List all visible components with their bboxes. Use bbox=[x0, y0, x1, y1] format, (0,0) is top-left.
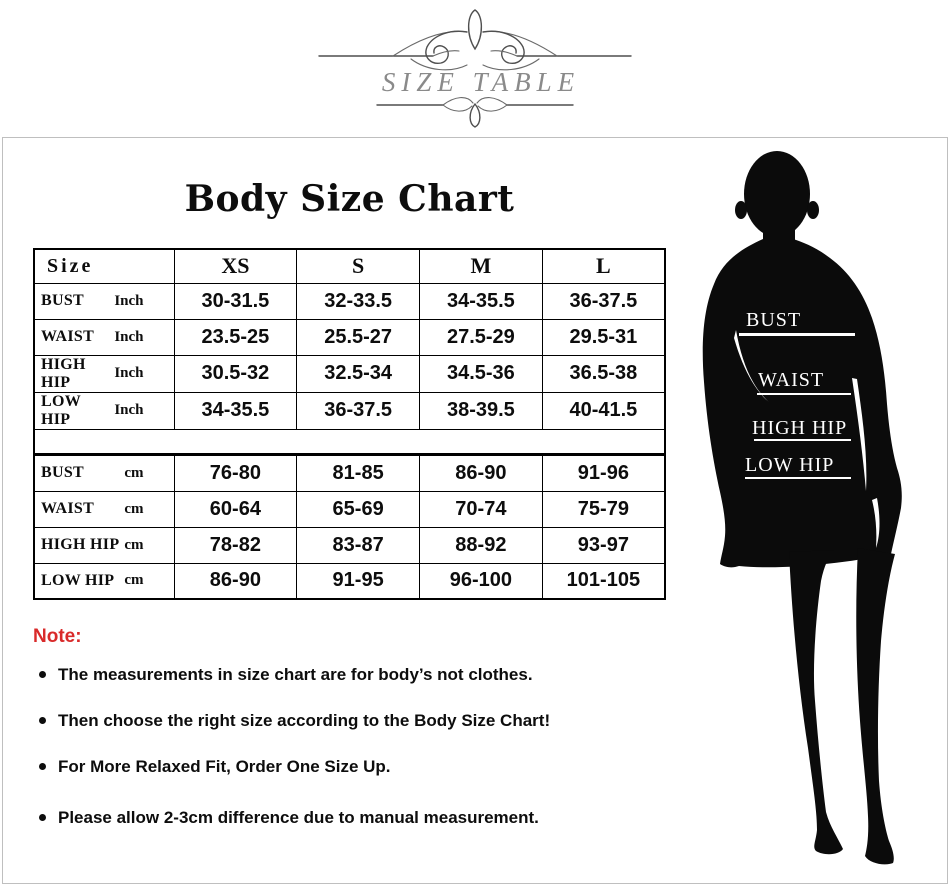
note-text: Then choose the right size according to … bbox=[58, 711, 551, 730]
table-spacer-row bbox=[34, 428, 665, 455]
bust-measure-line bbox=[739, 333, 855, 336]
value-cell: 65-69 bbox=[296, 490, 420, 528]
value-cell: 34.5-36 bbox=[419, 354, 543, 393]
row-unit: Inch bbox=[114, 292, 144, 309]
row-label: BUST bbox=[41, 464, 84, 482]
size-table-cm: BUST cm 76-80 81-85 86-90 91-96 WAIST cm… bbox=[33, 454, 666, 600]
row-label: WAIST bbox=[41, 328, 95, 345]
bullet-icon bbox=[39, 717, 46, 724]
row-unit: cm bbox=[124, 464, 144, 481]
value-cell: 30.5-32 bbox=[173, 354, 298, 393]
value-cell: 25.5-27 bbox=[296, 318, 420, 356]
value-cell: 96-100 bbox=[419, 562, 543, 600]
notes-section: Note: The measurements in size chart are… bbox=[33, 626, 666, 826]
value-cell: 101-105 bbox=[541, 562, 666, 600]
content-column: Body Size Chart Size XS S M L BUST Inch … bbox=[33, 138, 666, 826]
value-cell: 32.5-34 bbox=[296, 354, 420, 393]
value-cell: 36.5-38 bbox=[541, 354, 666, 393]
row-label: WAIST bbox=[41, 500, 95, 517]
table-header-row: Size XS S M L bbox=[33, 248, 666, 284]
value-cell: 29.5-31 bbox=[541, 318, 666, 356]
table-row-lowhip-inch: LOW HIP Inch 34-35.5 36-37.5 38-39.5 40-… bbox=[33, 391, 666, 430]
bullet-icon bbox=[39, 763, 46, 770]
table-row-waist-cm: WAIST cm 60-64 65-69 70-74 75-79 bbox=[33, 490, 666, 528]
note-item: The measurements in size chart are for b… bbox=[33, 666, 666, 683]
column-header-xs: XS bbox=[173, 248, 298, 284]
table-row-bust-cm: BUST cm 76-80 81-85 86-90 91-96 bbox=[33, 454, 666, 492]
row-unit: Inch bbox=[114, 402, 144, 418]
table-row-waist-inch: WAIST Inch 23.5-25 25.5-27 27.5-29 29.5-… bbox=[33, 318, 666, 356]
note-item: Then choose the right size according to … bbox=[33, 712, 666, 729]
note-item: Please allow 2-3cm difference due to man… bbox=[33, 809, 666, 826]
note-item: For More Relaxed Fit, Order One Size Up. bbox=[33, 758, 666, 775]
page-title: Body Size Chart bbox=[184, 178, 515, 220]
row-unit: Inch bbox=[114, 365, 144, 381]
row-label: LOW HIP bbox=[41, 571, 115, 589]
bullet-icon bbox=[39, 814, 46, 821]
row-label: LOW HIP bbox=[41, 392, 81, 428]
figure-label-bust: BUST bbox=[746, 309, 802, 331]
table-row-lowhip-cm: LOW HIP cm 86-90 91-95 96-100 101-105 bbox=[33, 562, 666, 600]
woman-silhouette-icon bbox=[702, 151, 902, 865]
column-header-size: Size bbox=[33, 248, 175, 284]
value-cell: 27.5-29 bbox=[419, 318, 543, 356]
main-box: Body Size Chart Size XS S M L BUST Inch … bbox=[2, 137, 948, 884]
value-cell: 36-37.5 bbox=[296, 391, 420, 430]
value-cell: 36-37.5 bbox=[541, 282, 666, 320]
value-cell: 30-31.5 bbox=[173, 282, 298, 320]
column-header-s: S bbox=[296, 248, 420, 284]
value-cell: 88-92 bbox=[419, 526, 543, 564]
value-cell: 40-41.5 bbox=[541, 391, 666, 430]
note-text: The measurements in size chart are for b… bbox=[58, 665, 533, 684]
banner: SIZE TABLE bbox=[0, 0, 950, 136]
table-row-bust-inch: BUST Inch 30-31.5 32-33.5 34-35.5 36-37.… bbox=[33, 282, 666, 320]
table-row-highhip-cm: HIGH HIP cm 78-82 83-87 88-92 93-97 bbox=[33, 526, 666, 564]
value-cell: 34-35.5 bbox=[419, 282, 543, 320]
figure-label-low-hip: LOW HIP bbox=[745, 454, 835, 476]
value-cell: 75-79 bbox=[541, 490, 666, 528]
bullet-icon bbox=[39, 671, 46, 678]
low-hip-measure-line bbox=[745, 477, 851, 479]
value-cell: 83-87 bbox=[296, 526, 420, 564]
value-cell: 76-80 bbox=[173, 454, 298, 492]
row-unit: cm bbox=[124, 536, 144, 553]
row-unit: cm bbox=[124, 572, 144, 589]
value-cell: 60-64 bbox=[173, 490, 298, 528]
value-cell: 86-90 bbox=[173, 562, 298, 600]
value-cell: 38-39.5 bbox=[419, 391, 543, 430]
row-unit: Inch bbox=[114, 328, 144, 345]
high-hip-measure-line bbox=[754, 439, 851, 441]
table-row-highhip-inch: HIGH HIP Inch 30.5-32 32.5-34 34.5-36 36… bbox=[33, 354, 666, 393]
row-label: HIGH HIP bbox=[41, 355, 86, 391]
row-label: BUST bbox=[41, 292, 84, 309]
flourish-ornament-icon: SIZE TABLE bbox=[318, 9, 632, 128]
figure-label-waist: WAIST bbox=[758, 369, 825, 391]
column-header-m: M bbox=[419, 248, 543, 284]
column-header-l: L bbox=[541, 248, 666, 284]
value-cell: 78-82 bbox=[173, 526, 298, 564]
value-cell: 93-97 bbox=[541, 526, 666, 564]
figure-label-high-hip: HIGH HIP bbox=[752, 417, 848, 439]
notes-heading: Note: bbox=[33, 626, 82, 647]
value-cell: 91-95 bbox=[296, 562, 420, 600]
note-text: Please allow 2-3cm difference due to man… bbox=[58, 808, 539, 827]
waist-measure-line bbox=[757, 393, 851, 395]
value-cell: 91-96 bbox=[541, 454, 666, 492]
body-silhouette: BUST WAIST HIGH HIP LOW HIP bbox=[691, 136, 950, 885]
banner-title: SIZE TABLE bbox=[382, 67, 580, 97]
value-cell: 70-74 bbox=[419, 490, 543, 528]
value-cell: 34-35.5 bbox=[173, 391, 298, 430]
row-unit: cm bbox=[124, 500, 144, 517]
note-text: For More Relaxed Fit, Order One Size Up. bbox=[58, 757, 391, 776]
value-cell: 23.5-25 bbox=[173, 318, 298, 356]
row-label: HIGH HIP bbox=[41, 536, 120, 553]
size-table-inch: Size XS S M L BUST Inch 30-31.5 32-33.5 … bbox=[33, 248, 666, 455]
value-cell: 32-33.5 bbox=[296, 282, 420, 320]
value-cell: 86-90 bbox=[419, 454, 543, 492]
value-cell: 81-85 bbox=[296, 454, 420, 492]
